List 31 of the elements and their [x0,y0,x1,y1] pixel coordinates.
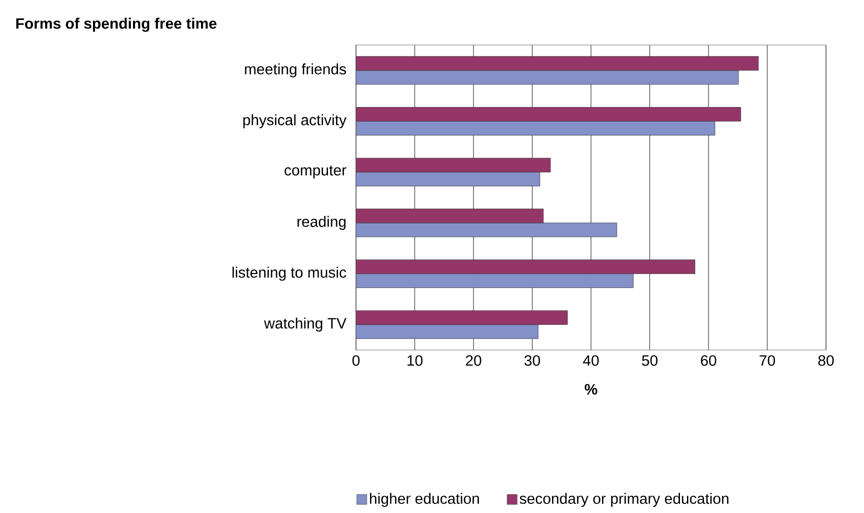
bar [356,274,634,288]
y-tick-label: watching TV [264,318,346,332]
y-tick-label: physical activity [243,114,346,128]
x-tick-label: 30 [524,355,540,366]
bar [356,222,618,238]
x-tick-label: 0 [352,355,360,366]
bar [356,70,739,85]
x-tick-label: 50 [642,355,658,366]
x-tick-label: 80 [818,355,834,366]
bar [356,107,742,122]
bar [356,324,538,339]
legend-label: secondary or primary education [520,492,728,507]
x-tick-label: 70 [760,355,775,366]
text: Forms of spending free time [16,18,216,32]
bar [356,158,551,172]
x-tick-label: 40 [583,355,599,366]
bar [356,56,759,71]
x-tick-label: 20 [466,355,482,366]
y-tick-label: computer [284,166,346,178]
bar [356,172,540,186]
y-tick-label: reading [298,216,346,230]
x-tick-label: 60 [700,355,716,366]
bar [356,260,696,274]
y-tick-label: meeting friends [244,63,346,78]
bar [356,310,568,325]
bar [356,121,716,136]
y-tick-label: listening to music [232,266,346,281]
legend-label: higher education [370,492,479,507]
x-axis-title: % [584,384,598,395]
bar [356,208,544,224]
x-tick-label: 10 [408,355,422,366]
